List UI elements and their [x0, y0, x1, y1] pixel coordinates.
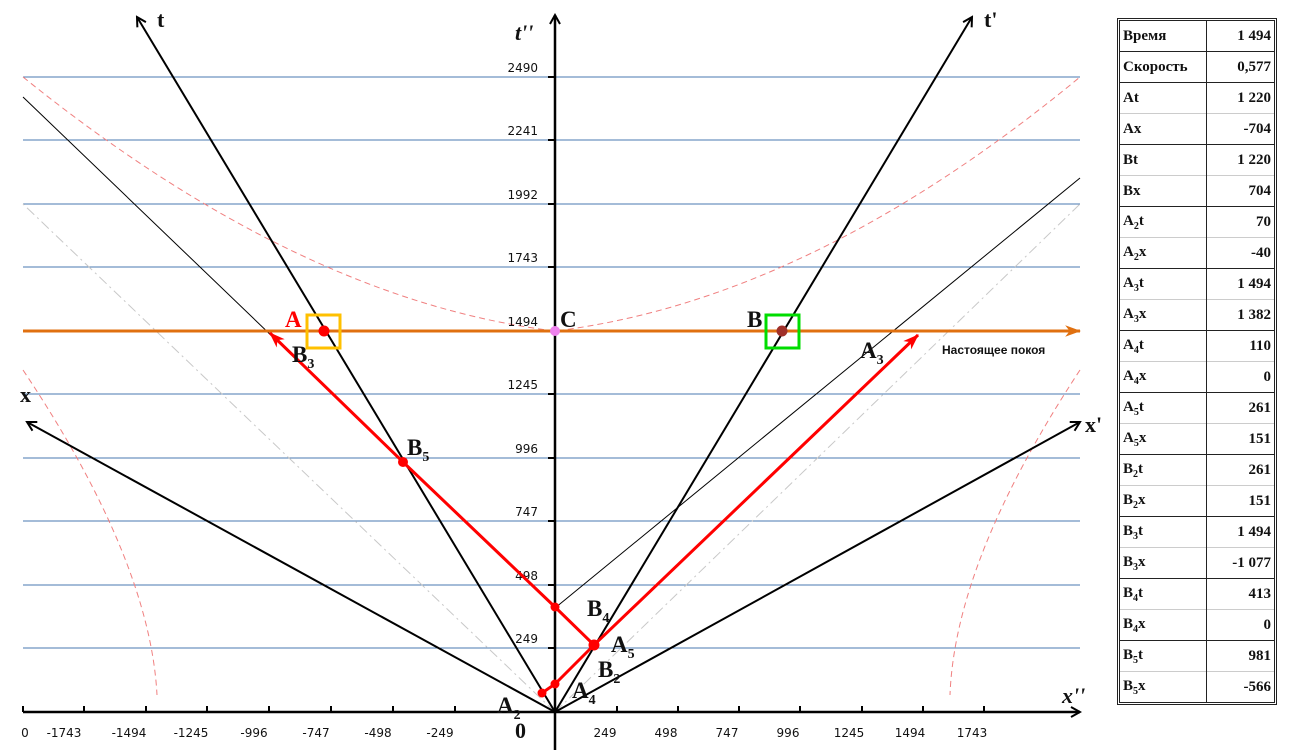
label-A: A [285, 307, 302, 332]
B-dot [776, 325, 788, 337]
light-cone-lines [22, 203, 1081, 713]
B4-dot [550, 602, 560, 612]
A4-dot [550, 679, 560, 689]
signal-paths [268, 331, 920, 695]
x-double-prime-label: x'' [1061, 683, 1085, 708]
x-ticks [22, 706, 985, 712]
label-A3: A3 [860, 338, 884, 368]
label-B: B [747, 307, 762, 332]
svg-text:1992: 1992 [507, 188, 538, 202]
svg-text:2490: 2490 [507, 61, 538, 75]
table-row: B3x -1 077 [1120, 547, 1274, 579]
svg-text:996: 996 [515, 442, 538, 456]
y-tick-labels: 2490 2241 1992 1743 1494 1245 996 747 49… [507, 61, 538, 646]
t-prime-label: t' [984, 7, 997, 32]
table-row: Bx 704 [1120, 175, 1274, 207]
svg-text:1245: 1245 [507, 378, 538, 392]
A-highlight-box [305, 313, 342, 350]
B5-dot [398, 457, 408, 467]
svg-text:-996: -996 [240, 726, 267, 740]
grid-lines [23, 76, 1080, 649]
svg-text:747: 747 [515, 505, 538, 519]
svg-text:249: 249 [515, 632, 538, 646]
A-dot [318, 325, 330, 337]
table-row: Скорость 0,577 [1120, 51, 1274, 83]
y-ticks [548, 76, 555, 649]
label-B5: B5 [407, 435, 429, 465]
svg-text:747: 747 [716, 726, 739, 740]
x-prime-label: x' [1085, 412, 1102, 437]
origin-label: 0 [515, 718, 526, 743]
C-dot [550, 326, 560, 336]
hyperbolas [22, 76, 1081, 696]
table-row: B4t 413 [1120, 578, 1274, 610]
values-table: Время 1 494 Скорость 0,577 At 1 220 Ax -704 … [1120, 21, 1274, 702]
t-label: t [157, 7, 165, 32]
table-row: A3t 1 494 [1120, 268, 1274, 300]
reference-lines [22, 96, 1081, 609]
label-B3: B3 [292, 342, 314, 372]
svg-text:-1245: -1245 [174, 726, 209, 740]
svg-text:1494: 1494 [507, 315, 538, 329]
t-prime-axis [554, 17, 972, 713]
svg-text:-498: -498 [364, 726, 391, 740]
label-A2: A2 [497, 693, 521, 723]
table-row: B5t 981 [1120, 640, 1274, 672]
svg-text:-1494: -1494 [112, 726, 147, 740]
svg-text:1494: 1494 [895, 726, 926, 740]
spacetime-diagram: 2490 2241 1992 1743 1494 1245 996 747 49… [20, 7, 1102, 750]
table-row: B2x 151 [1120, 485, 1274, 517]
B-highlight-box [764, 313, 801, 350]
x-prime-axis [554, 422, 1080, 713]
table-row: Ax -704 [1120, 113, 1274, 145]
svg-text:1743: 1743 [507, 251, 538, 265]
x-axis [27, 422, 556, 713]
label-C: C [560, 307, 577, 332]
table-row: B4x 0 [1120, 609, 1274, 641]
svg-text:996: 996 [777, 726, 800, 740]
table-row: A5t 261 [1120, 392, 1274, 424]
svg-text:-747: -747 [302, 726, 329, 740]
t-double-prime-label: t'' [515, 20, 533, 45]
table-row: A4x 0 [1120, 361, 1274, 393]
svg-text:2241: 2241 [507, 124, 538, 138]
table-row: B2t 261 [1120, 454, 1274, 486]
table-row: Время 1 494 [1120, 21, 1274, 52]
table-row: A5x 151 [1120, 423, 1274, 455]
label-B4: B4 [587, 596, 609, 626]
table-row: B3t 1 494 [1120, 516, 1274, 548]
values-table-panel: Время 1 494 Скорость 0,577 At 1 220 Ax -704 … [1117, 18, 1277, 705]
svg-text:1743: 1743 [957, 726, 988, 740]
x-label: x [20, 382, 31, 407]
label-B2: B2 [598, 657, 620, 687]
table-row: At 1 220 [1120, 82, 1274, 114]
event-dots [318, 325, 600, 698]
table-row: A2x -40 [1120, 237, 1274, 269]
svg-text:1245: 1245 [834, 726, 865, 740]
label-A5: A5 [611, 632, 635, 662]
label-A4: A4 [572, 678, 596, 708]
table-row: A3x 1 382 [1120, 299, 1274, 331]
A5-dot [588, 639, 600, 651]
svg-text:0: 0 [21, 726, 29, 740]
rest-present-label: Настоящее покоя [942, 343, 1045, 357]
table-row: Bt 1 220 [1120, 144, 1274, 176]
table-row: A2t 70 [1120, 206, 1274, 238]
x-tick-labels: 0 -1743 -1494 -1245 -996 -747 -498 -249 … [21, 726, 987, 740]
t-axis [137, 17, 556, 713]
table-row: B5x -566 [1120, 671, 1274, 702]
svg-text:498: 498 [655, 726, 678, 740]
table-row: A4t 110 [1120, 330, 1274, 362]
svg-text:-249: -249 [426, 726, 453, 740]
svg-text:-1743: -1743 [47, 726, 82, 740]
A2-dot [537, 688, 547, 698]
svg-text:249: 249 [594, 726, 617, 740]
